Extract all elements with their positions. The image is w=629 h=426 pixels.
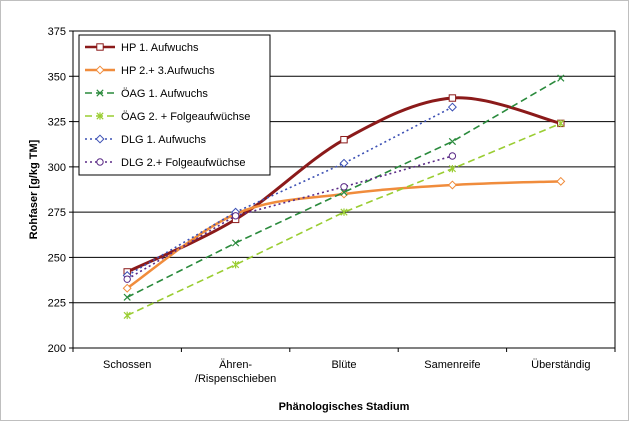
legend-marker-2	[95, 65, 105, 75]
series-3-point	[123, 293, 131, 301]
legend-marker-1	[96, 43, 104, 51]
series-1-point	[340, 135, 348, 144]
y-tick-label: 200	[48, 343, 66, 355]
series-5-point	[339, 158, 349, 168]
legend-marker-4	[96, 112, 104, 120]
series-line-5	[126, 106, 453, 277]
y-tick-label: 375	[48, 26, 66, 38]
series-line-6	[126, 155, 453, 280]
y-tick-label: 300	[48, 162, 66, 174]
x-tick-label: Überständig	[531, 359, 590, 371]
legend-label-4: ÖAG 2. + Folgeaufwüchse	[121, 111, 250, 123]
x-tick-label: Samenreife	[424, 359, 480, 371]
legend-label-2: HP 2.+ 3.Aufwuchs	[121, 65, 215, 77]
series-5-point	[447, 102, 457, 112]
series-6-point	[448, 152, 457, 160]
y-tick-label: 350	[48, 71, 66, 83]
y-tick-label: 250	[48, 252, 66, 264]
legend-marker-3	[96, 89, 104, 97]
legend-marker-6	[96, 158, 104, 166]
legend-label-6: DLG 2.+ Folgeaufwüchse	[121, 157, 245, 169]
series-2-point	[122, 283, 132, 293]
plot-area	[72, 30, 616, 349]
series-line-3	[126, 77, 562, 298]
series-4-point	[231, 260, 240, 269]
legend-box	[78, 34, 271, 176]
series-2-point	[447, 180, 457, 190]
series-line-4	[126, 122, 562, 317]
series-6-point	[231, 212, 240, 220]
x-tick-label: Ähren-	[219, 359, 252, 371]
series-6-point	[340, 183, 348, 191]
legend-label-1: HP 1. Aufwuchs	[121, 42, 199, 54]
series-3-point	[448, 137, 457, 146]
legend-marker-5	[95, 134, 105, 144]
series-3-point	[340, 188, 348, 196]
series-3-point	[557, 74, 565, 82]
x-tick-label: /Rispenschieben	[195, 373, 276, 385]
legend-label-5: DLG 1. Aufwuchs	[121, 134, 206, 146]
legend-label-3: ÖAG 1. Aufwuchs	[121, 88, 208, 100]
y-tick-label: 225	[48, 298, 66, 310]
y-tick-label: 275	[48, 207, 66, 219]
series-3-point	[231, 239, 240, 247]
series-6-point	[123, 275, 131, 283]
x-tick-label: Blüte	[331, 359, 356, 371]
x-tick-label: Schossen	[103, 359, 151, 371]
series-4-point	[123, 311, 131, 320]
series-4-point	[557, 119, 565, 128]
series-4-point	[448, 164, 457, 173]
series-2-point	[556, 176, 566, 186]
x-axis-label: Phänologisches Stadium	[279, 401, 410, 413]
y-axis-label: Rohfaser [g/kg TM]	[28, 139, 40, 239]
y-tick-label: 325	[48, 117, 66, 129]
series-4-point	[340, 208, 348, 216]
series-1-point	[448, 94, 457, 102]
